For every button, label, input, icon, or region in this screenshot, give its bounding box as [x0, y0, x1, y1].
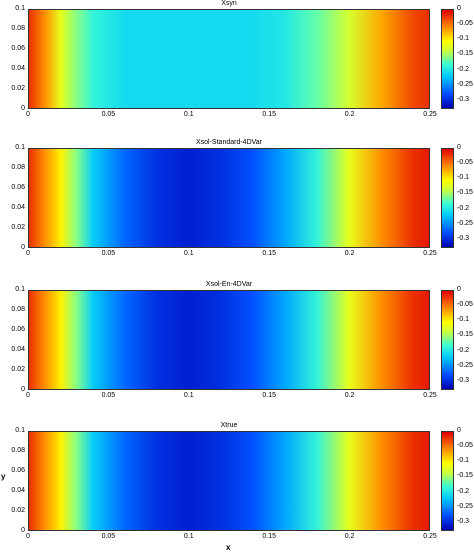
x-tick-label: 0.2 [344, 250, 355, 257]
x-tick-label: 0.05 [101, 392, 116, 399]
colorbar-tick-label: -0.05 [457, 20, 473, 28]
colorbar-tick-label: -0.2 [457, 204, 470, 212]
x-tick-label: 0.2 [344, 111, 355, 118]
colorbar [441, 290, 454, 390]
colorbar-tick-label: -0.25 [457, 80, 473, 88]
colorbar-tick-label: -0.2 [457, 65, 470, 73]
y-tick-label: 0.02 [11, 224, 25, 231]
y-tick-label: 0.06 [11, 184, 25, 191]
colorbar-tick-label: -0.25 [457, 502, 473, 510]
y-tick-label: 0.1 [15, 5, 25, 12]
colorbar-tick-label: 0 [457, 286, 461, 293]
y-tick-label: 0.06 [11, 45, 25, 52]
colorbar [441, 9, 454, 109]
x-tick-label: 0.05 [101, 533, 116, 540]
colorbar-tick-label: -0.15 [457, 50, 473, 58]
x-tick-label: 0.05 [101, 111, 116, 118]
colorbar-tick-label: -0.1 [457, 35, 470, 43]
x-tick-label: 0.1 [183, 250, 194, 257]
x-tick-label: 0 [26, 533, 30, 540]
x-tick-label: 0 [26, 111, 30, 118]
x-tick-label: 0.2 [344, 533, 355, 540]
colorbar-tick-label: -0.25 [457, 219, 473, 227]
colorbar-tick-label: -0.05 [457, 159, 473, 167]
field-heatmap [28, 9, 430, 109]
panel-xsol-en-4dvar: Xsol-En-4DVar 0 0.02 0.04 0.06 0.08 0.1 0 0.05… [0, 281, 474, 416]
y-tick-label: 0.08 [11, 306, 25, 313]
colorbar-tick-label: -0.05 [457, 442, 473, 450]
y-tick-label: 0.06 [11, 467, 25, 474]
colorbar-tick-label: 0 [457, 144, 461, 151]
x-tick-label: 0.1 [183, 392, 194, 399]
x-tick-label: 0.1 [183, 533, 194, 540]
y-tick-label: 0.1 [15, 286, 25, 293]
panel-title: Xsyn [221, 0, 237, 7]
x-tick-label: 0.25 [423, 250, 437, 257]
x-tick-label: 0 [26, 250, 30, 257]
colorbar-tick-label: -0.3 [457, 95, 470, 103]
y-axis-label: y [1, 472, 6, 481]
x-tick-label: 0.25 [423, 392, 437, 399]
colorbar-tick-label: -0.3 [457, 517, 470, 525]
y-tick-label: 0.06 [11, 326, 25, 333]
panel-title: Xtrue [220, 422, 238, 429]
x-tick-label: 0.05 [101, 250, 116, 257]
panel-xsyn: Xsyn 0 0.02 0.04 0.06 0.08 0.1 0 0.05 0.1 0.15 0.… [0, 0, 474, 135]
colorbar-tick-label: 0 [457, 427, 461, 434]
y-tick-label: 0.1 [15, 144, 25, 151]
colorbar-tick-label: -0.1 [457, 174, 470, 182]
colorbar-tick-label: -0.3 [457, 376, 470, 384]
y-tick-label: 0.04 [11, 487, 25, 494]
panel-title: Xsol-En-4DVar [205, 281, 253, 288]
y-tick-label: 0.08 [11, 447, 25, 454]
x-tick-label: 0.25 [423, 111, 437, 118]
field-heatmap [28, 431, 430, 531]
x-tick-label: 0.15 [262, 250, 276, 257]
panel-xsol-standard-4dvar: Xsol-Standard-4DVar 0 0.02 0.04 0.06 0.08 0.1… [0, 139, 474, 274]
colorbar [441, 431, 454, 531]
colorbar-tick-label: -0.15 [457, 472, 473, 480]
colorbar-tick-label: -0.3 [457, 234, 470, 242]
field-heatmap [28, 148, 430, 248]
y-tick-label: 0.1 [15, 427, 25, 434]
colorbar-tick-label: -0.05 [457, 301, 473, 309]
y-tick-label: 0.08 [11, 164, 25, 171]
colorbar-tick-label: -0.1 [457, 457, 470, 465]
y-tick-label: 0.02 [11, 85, 25, 92]
colorbar-tick-label: 0 [457, 5, 461, 12]
y-tick-label: 0 [21, 244, 25, 251]
colorbar-tick-label: -0.25 [457, 361, 473, 369]
y-tick-label: 0 [21, 386, 25, 393]
panel-xtrue: Xtrue 0 0.02 0.04 0.06 0.08 0.1 0 0.05 0.1 0.15 0… [0, 422, 474, 555]
x-axis-label: x [226, 543, 231, 552]
x-tick-label: 0.25 [423, 533, 437, 540]
x-tick-label: 0 [26, 392, 30, 399]
y-tick-label: 0.02 [11, 366, 25, 373]
y-tick-label: 0.02 [11, 507, 25, 514]
x-tick-label: 0.15 [262, 392, 276, 399]
colorbar-tick-label: -0.15 [457, 331, 473, 339]
colorbar-tick-label: -0.15 [457, 189, 473, 197]
colorbar-tick-label: -0.2 [457, 346, 470, 354]
field-heatmap [28, 290, 430, 390]
y-tick-label: 0.08 [11, 25, 25, 32]
y-tick-label: 0 [21, 527, 25, 534]
y-tick-label: 0 [21, 105, 25, 112]
y-tick-label: 0.04 [11, 204, 25, 211]
y-tick-label: 0.04 [11, 65, 25, 72]
y-tick-label: 0.04 [11, 346, 25, 353]
x-tick-label: 0.1 [183, 111, 194, 118]
x-tick-label: 0.2 [344, 392, 355, 399]
colorbar-tick-label: -0.1 [457, 316, 470, 324]
colorbar [441, 148, 454, 248]
x-tick-label: 0.15 [262, 111, 276, 118]
panel-title: Xsol-Standard-4DVar [195, 139, 262, 146]
colorbar-tick-label: -0.2 [457, 487, 470, 495]
x-tick-label: 0.15 [262, 533, 276, 540]
